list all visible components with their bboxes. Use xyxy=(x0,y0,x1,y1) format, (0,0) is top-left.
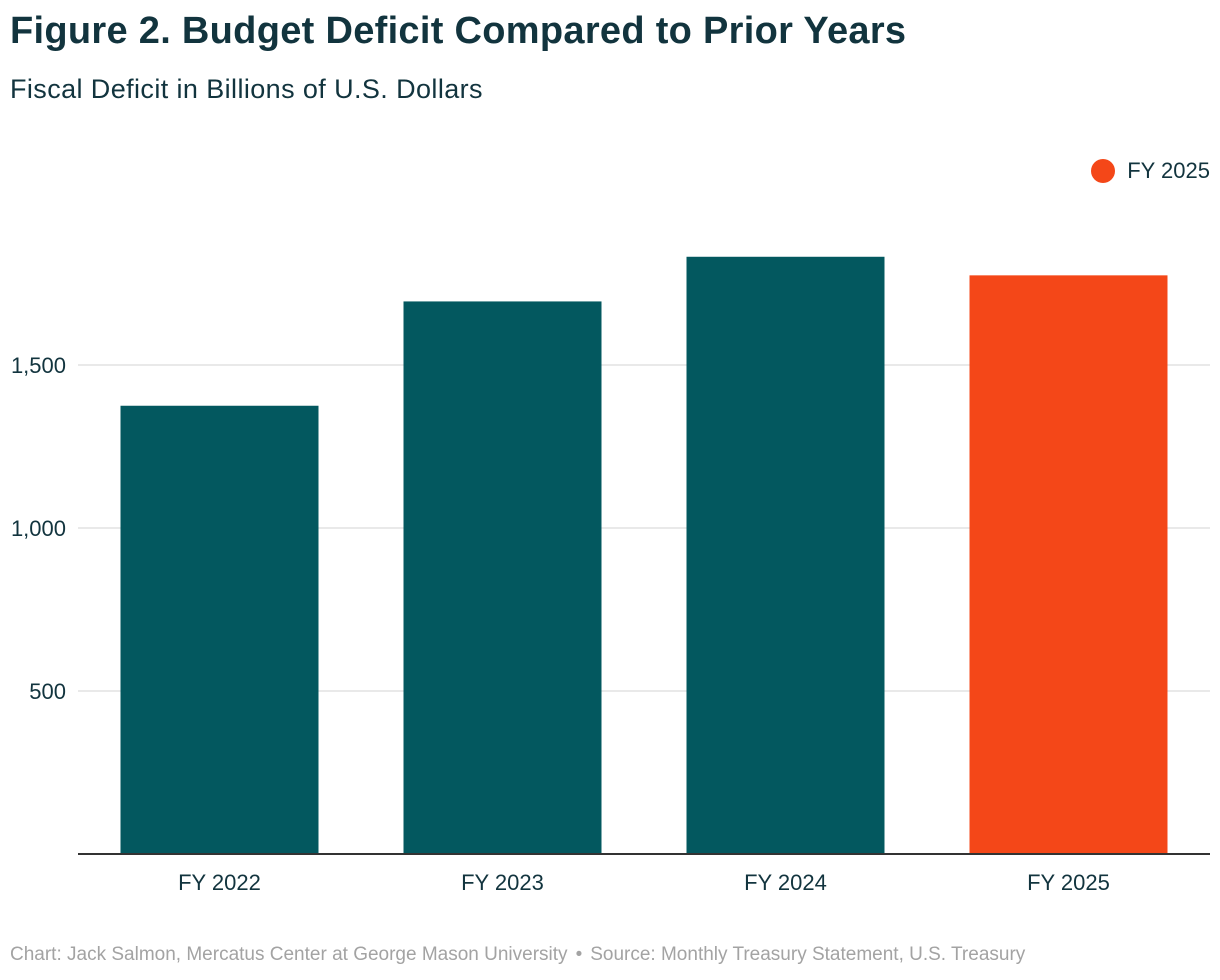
chart-legend: FY 2025 xyxy=(1091,158,1210,184)
legend-label-fy2025: FY 2025 xyxy=(1127,158,1210,183)
x-tick-label-fy-2024: FY 2024 xyxy=(744,870,827,895)
footer-source: Source: Monthly Treasury Statement, U.S.… xyxy=(590,944,1026,965)
chart-title: Figure 2. Budget Deficit Compared to Pri… xyxy=(10,10,907,52)
x-tick-label-fy-2022: FY 2022 xyxy=(178,870,261,895)
footer-separator: • xyxy=(575,944,583,965)
bar-chart: 500 1,000 1,500 FY 2022 FY 2023 FY 2024 FY 202… xyxy=(11,256,1210,895)
bar-fy-2022 xyxy=(120,405,319,854)
chart-footer: Chart: Jack Salmon, Mercatus Center at G… xyxy=(10,944,1025,966)
y-tick-label-1000: 1,000 xyxy=(11,516,66,541)
y-tick-label-500: 500 xyxy=(29,679,66,704)
legend-swatch-fy2025 xyxy=(1091,159,1116,183)
x-tick-label-fy-2025: FY 2025 xyxy=(1027,870,1110,895)
bar-fy-2025 xyxy=(969,275,1168,855)
bar-fy-2024 xyxy=(686,256,885,854)
bar-fy-2023 xyxy=(403,301,602,854)
footer-credit: Chart: Jack Salmon, Mercatus Center at G… xyxy=(10,944,568,965)
chart-subtitle: Fiscal Deficit in Billions of U.S. Dolla… xyxy=(10,74,483,104)
x-tick-label-fy-2023: FY 2023 xyxy=(461,870,544,895)
y-tick-label-1500: 1,500 xyxy=(11,353,66,378)
